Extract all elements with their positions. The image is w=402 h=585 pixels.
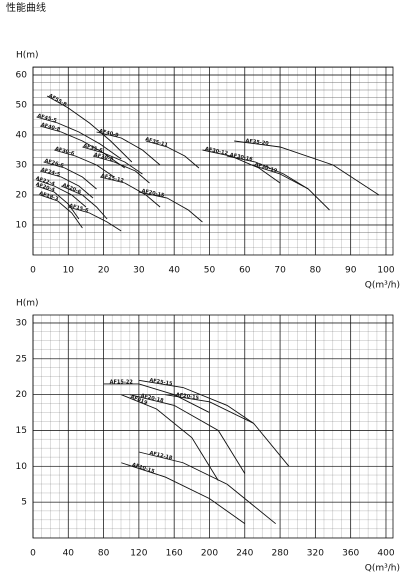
performance-curve	[138, 191, 203, 223]
x-tick-label: 240	[236, 549, 253, 559]
curve-label: AF30-8	[93, 152, 114, 163]
performance-curve	[96, 131, 161, 166]
performance-curve	[251, 164, 330, 211]
y-tick-label: 20	[16, 390, 28, 400]
performance-curve	[129, 394, 246, 474]
curve-label: AF25-15	[149, 378, 173, 388]
performance-curve	[43, 161, 97, 190]
curve-label: AF20-15	[175, 392, 199, 402]
performance-curve	[46, 95, 133, 163]
curve-label: AF24-5	[40, 167, 61, 178]
y-tick-label: 25	[16, 354, 27, 364]
x-tick-label: 100	[377, 266, 394, 276]
performance-curve	[121, 462, 246, 525]
performance-curve	[36, 179, 87, 208]
curve-label: AF30-16	[229, 152, 254, 163]
y-tick-label: 20	[16, 191, 28, 201]
y-axis-label: H(m)	[16, 51, 39, 61]
performance-curve	[39, 125, 126, 169]
x-tick-label: 60	[239, 266, 251, 276]
performance-curve	[145, 140, 200, 169]
x-tick-label: 20	[98, 266, 110, 276]
performance-curve	[54, 149, 115, 178]
curve-label: AF15-6	[68, 203, 89, 214]
y-tick-label: 40	[16, 131, 28, 141]
y-tick-label: 30	[16, 161, 28, 171]
y-tick-label: 60	[16, 71, 28, 81]
curve-label: AF20-15	[141, 188, 166, 199]
page-title: 性能曲线	[6, 1, 46, 14]
x-tick-label: 30	[133, 266, 145, 276]
x-tick-label: 360	[342, 549, 359, 559]
y-axis-label: H(m)	[16, 299, 39, 309]
curve-label: AF35-20	[245, 138, 269, 147]
curve-label: AF30-12	[204, 146, 229, 157]
performance-curve	[121, 394, 219, 481]
y-tick-label: 5	[21, 498, 27, 508]
curve-label: AF26-6	[44, 158, 65, 169]
x-tick-label: 40	[63, 549, 75, 559]
curve-label: AF40-9	[98, 128, 119, 139]
performance-curve	[36, 116, 122, 160]
x-tick-label: 200	[201, 549, 218, 559]
performance-curve	[68, 206, 122, 232]
y-tick-label: 10	[16, 462, 28, 472]
x-tick-label: 280	[272, 549, 289, 559]
performance-curve	[39, 170, 94, 199]
curve-label: AF12-18	[149, 450, 174, 461]
performance-curve	[165, 394, 290, 467]
performance-curve	[138, 379, 254, 424]
x-tick-label: 40	[168, 266, 180, 276]
performance-curve	[202, 149, 281, 184]
minor-grid-area	[33, 67, 393, 255]
curve-label: AF45-5	[37, 113, 58, 124]
x-tick-label: 50	[204, 266, 216, 276]
performance-curve	[227, 155, 309, 190]
performance-curve	[138, 451, 276, 525]
x-tick-label: 80	[310, 266, 322, 276]
y-tick-label: 30	[16, 319, 28, 329]
performance-curve	[92, 155, 150, 184]
performance-curve	[36, 185, 80, 220]
performance-curve	[234, 140, 380, 196]
x-tick-label: 120	[130, 549, 147, 559]
curve-label: AF35-6	[83, 143, 104, 154]
x-tick-label: 70	[274, 266, 286, 276]
x-tick-label: 160	[166, 549, 183, 559]
x-axis-label: Q(m³/h)	[365, 281, 400, 291]
performance-curve	[39, 194, 83, 229]
performance-curve	[99, 176, 161, 208]
curve-label: AF40-8	[40, 122, 61, 133]
x-tick-label: 0	[30, 549, 36, 559]
curve-label: AF30-6	[54, 146, 75, 157]
curve-label: AF15-22	[110, 379, 134, 385]
x-tick-label: 80	[98, 549, 110, 559]
performance-curve	[103, 383, 210, 413]
minor-grid-area	[33, 315, 393, 538]
x-tick-label: 10	[63, 266, 75, 276]
y-tick-label: 10	[16, 221, 28, 231]
performance-curve	[82, 146, 143, 175]
x-axis-label: Q(m³/h)	[365, 564, 400, 574]
y-tick-label: 50	[16, 101, 28, 111]
performance-curve	[61, 185, 108, 220]
x-tick-label: 90	[345, 266, 357, 276]
x-tick-label: 0	[30, 266, 36, 276]
curve-label: AF25-12	[100, 173, 125, 184]
x-tick-label: 400	[377, 549, 394, 559]
curve-label: AF20-18	[140, 393, 165, 404]
x-tick-label: 320	[307, 549, 324, 559]
y-tick-label: 15	[16, 426, 27, 436]
